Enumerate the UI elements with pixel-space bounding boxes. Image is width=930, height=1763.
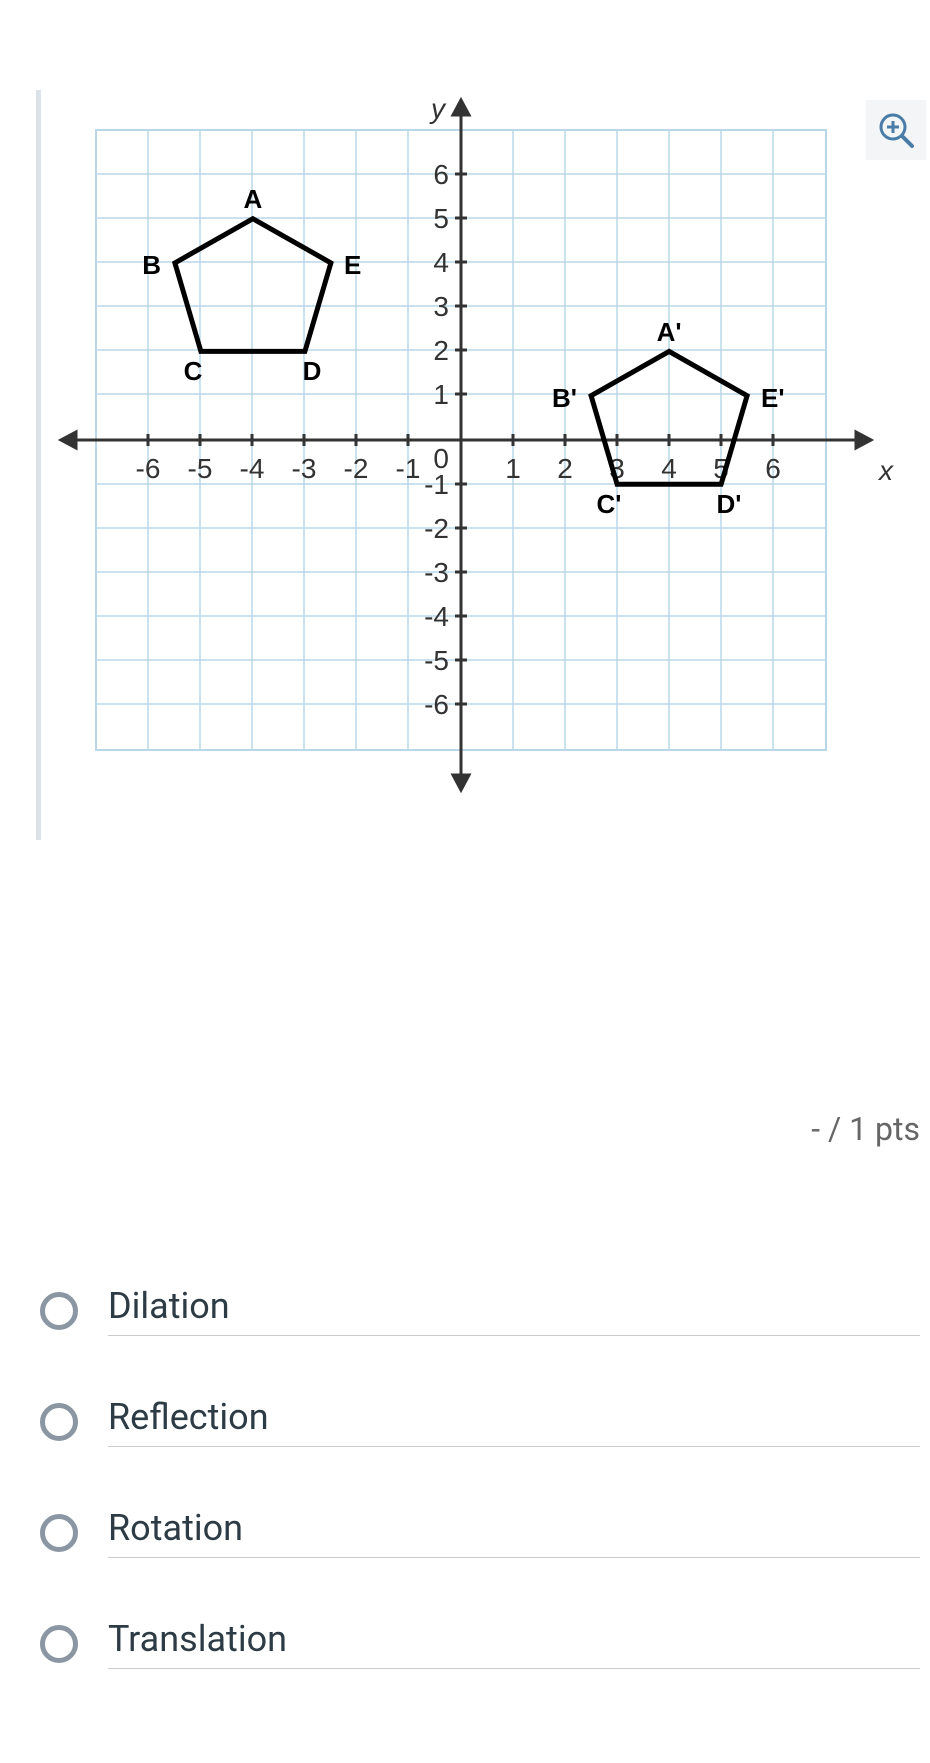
coordinate-chart: -6 -5 -4 -3 -2 -1 1 2 3 4 5 6 0 6 5 4 3 … bbox=[41, 90, 901, 810]
zoom-in-icon bbox=[876, 110, 916, 150]
answer-options: Dilation Reflection Rotation Translation bbox=[40, 1255, 920, 1699]
vertex-label-D-prime: D' bbox=[717, 489, 742, 519]
option-dilation[interactable]: Dilation bbox=[40, 1255, 920, 1366]
option-label: Reflection bbox=[108, 1396, 920, 1447]
radio-icon bbox=[40, 1403, 78, 1441]
vertex-label-A: A bbox=[244, 184, 263, 214]
svg-text:1: 1 bbox=[505, 453, 521, 484]
vertex-label-C-prime: C' bbox=[597, 489, 622, 519]
svg-text:4: 4 bbox=[433, 247, 449, 278]
svg-text:-4: -4 bbox=[240, 453, 265, 484]
option-reflection[interactable]: Reflection bbox=[40, 1366, 920, 1477]
svg-text:4: 4 bbox=[661, 453, 677, 484]
option-translation[interactable]: Translation bbox=[40, 1588, 920, 1699]
chart-container: -6 -5 -4 -3 -2 -1 1 2 3 4 5 6 0 6 5 4 3 … bbox=[36, 90, 926, 840]
svg-text:-6: -6 bbox=[424, 689, 449, 720]
svg-text:-5: -5 bbox=[424, 645, 449, 676]
svg-text:-1: -1 bbox=[424, 469, 449, 500]
radio-icon bbox=[40, 1292, 78, 1330]
zoom-in-button[interactable] bbox=[866, 100, 926, 160]
svg-text:-4: -4 bbox=[424, 601, 449, 632]
vertex-label-B-prime: B' bbox=[552, 383, 577, 413]
option-label: Rotation bbox=[108, 1507, 920, 1558]
svg-text:-5: -5 bbox=[188, 453, 213, 484]
vertex-label-E-prime: E' bbox=[761, 383, 785, 413]
svg-text:-2: -2 bbox=[424, 513, 449, 544]
svg-text:2: 2 bbox=[433, 335, 449, 366]
points-label: - / 1 pts bbox=[811, 1110, 930, 1148]
svg-text:-3: -3 bbox=[424, 557, 449, 588]
radio-icon bbox=[40, 1514, 78, 1552]
svg-text:-6: -6 bbox=[136, 453, 161, 484]
svg-text:3: 3 bbox=[433, 291, 449, 322]
svg-text:6: 6 bbox=[765, 453, 781, 484]
vertex-label-E: E bbox=[344, 250, 361, 280]
vertex-label-D: D bbox=[303, 356, 322, 386]
radio-icon bbox=[40, 1625, 78, 1663]
option-label: Dilation bbox=[108, 1285, 920, 1336]
svg-text:5: 5 bbox=[433, 203, 449, 234]
svg-text:1: 1 bbox=[433, 379, 449, 410]
svg-text:-1: -1 bbox=[396, 453, 421, 484]
svg-text:6: 6 bbox=[433, 159, 449, 190]
svg-text:2: 2 bbox=[557, 453, 573, 484]
svg-text:-3: -3 bbox=[292, 453, 317, 484]
svg-text:y: y bbox=[429, 93, 447, 124]
vertex-label-B: B bbox=[142, 250, 161, 280]
option-rotation[interactable]: Rotation bbox=[40, 1477, 920, 1588]
vertex-label-A-prime: A' bbox=[657, 317, 682, 347]
option-label: Translation bbox=[108, 1618, 920, 1669]
svg-text:-2: -2 bbox=[344, 453, 369, 484]
svg-text:x: x bbox=[877, 455, 894, 486]
vertex-label-C: C bbox=[184, 356, 203, 386]
